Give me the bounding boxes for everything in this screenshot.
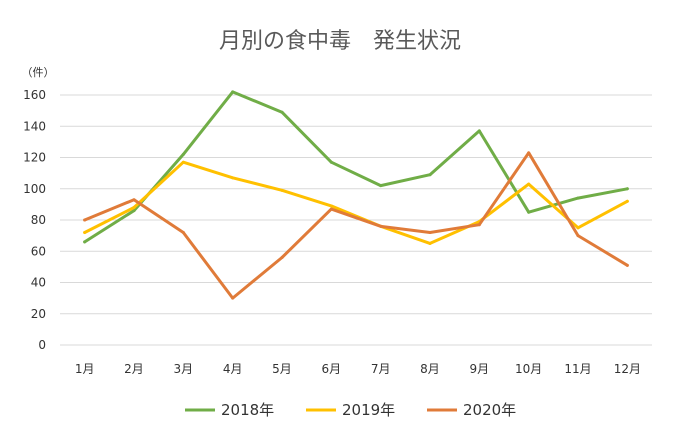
data-point <box>132 209 136 213</box>
data-point <box>428 231 432 234</box>
data-point <box>428 241 432 245</box>
data-point <box>181 160 185 164</box>
legend-label: 2019年 <box>342 401 395 419</box>
data-point <box>181 231 185 234</box>
y-axis-ticks: 0 20 40 60 80 100 120 140 160 <box>23 88 46 352</box>
x-tick-label: 9月 <box>470 362 490 376</box>
y-tick-label: 20 <box>31 307 46 321</box>
data-point <box>527 182 531 186</box>
data-point <box>132 206 136 209</box>
y-tick-label: 160 <box>23 88 46 102</box>
data-point <box>625 199 629 203</box>
data-point <box>83 218 87 222</box>
data-point <box>231 90 235 94</box>
x-tick-label: 6月 <box>322 362 342 376</box>
y-tick-label: 100 <box>23 182 46 196</box>
x-tick-label: 8月 <box>420 362 440 376</box>
data-point <box>181 152 185 156</box>
data-point <box>329 160 333 164</box>
x-axis-ticks: 1月 2月 3月 4月 5月 6月 7月 8月 9月 10月 11月 12月 <box>75 362 641 376</box>
data-point <box>280 188 284 192</box>
y-tick-label: 140 <box>23 119 46 133</box>
data-point <box>231 296 235 300</box>
y-tick-label: 120 <box>23 151 46 165</box>
chart-title: 月別の食中毒 発生状況 <box>219 29 461 54</box>
gridlines <box>60 94 652 346</box>
x-tick-label: 7月 <box>371 362 391 376</box>
data-point <box>527 210 531 214</box>
data-point <box>477 223 481 227</box>
x-tick-label: 10月 <box>515 362 542 376</box>
y-tick-label: 60 <box>31 244 46 258</box>
data-point <box>379 224 383 228</box>
x-tick-label: 3月 <box>174 362 194 376</box>
x-tick-label: 5月 <box>272 362 292 376</box>
legend: 2018年 2019年 2020年 <box>185 401 516 419</box>
data-point <box>132 198 136 202</box>
data-point <box>379 184 383 188</box>
legend-label: 2020年 <box>463 401 516 419</box>
legend-label: 2018年 <box>221 401 274 419</box>
y-tick-label: 80 <box>31 213 46 227</box>
series-line-2020年 <box>83 151 629 300</box>
y-tick-label: 0 <box>38 338 46 352</box>
data-point <box>576 226 580 230</box>
data-point <box>83 240 87 244</box>
series-line-2019年 <box>83 160 629 245</box>
data-point <box>576 234 580 238</box>
data-point <box>625 187 629 191</box>
data-point <box>83 231 87 234</box>
x-tick-label: 2月 <box>124 362 144 376</box>
x-tick-label: 11月 <box>564 362 591 376</box>
x-tick-label: 12月 <box>614 362 641 376</box>
data-point <box>477 129 481 133</box>
data-point <box>231 176 235 180</box>
data-point <box>329 204 333 208</box>
y-tick-label: 40 <box>31 276 46 290</box>
series-line-2018年 <box>83 90 629 244</box>
data-point <box>428 173 432 177</box>
data-point <box>329 207 333 211</box>
y-axis-unit-label: （件） <box>22 66 55 79</box>
data-point <box>280 110 284 114</box>
x-tick-label: 4月 <box>223 362 243 376</box>
data-point <box>625 263 629 267</box>
x-tick-label: 1月 <box>75 362 95 376</box>
data-point <box>576 196 580 200</box>
series-lines <box>83 90 629 300</box>
data-point <box>527 151 531 155</box>
data-point <box>280 256 284 259</box>
